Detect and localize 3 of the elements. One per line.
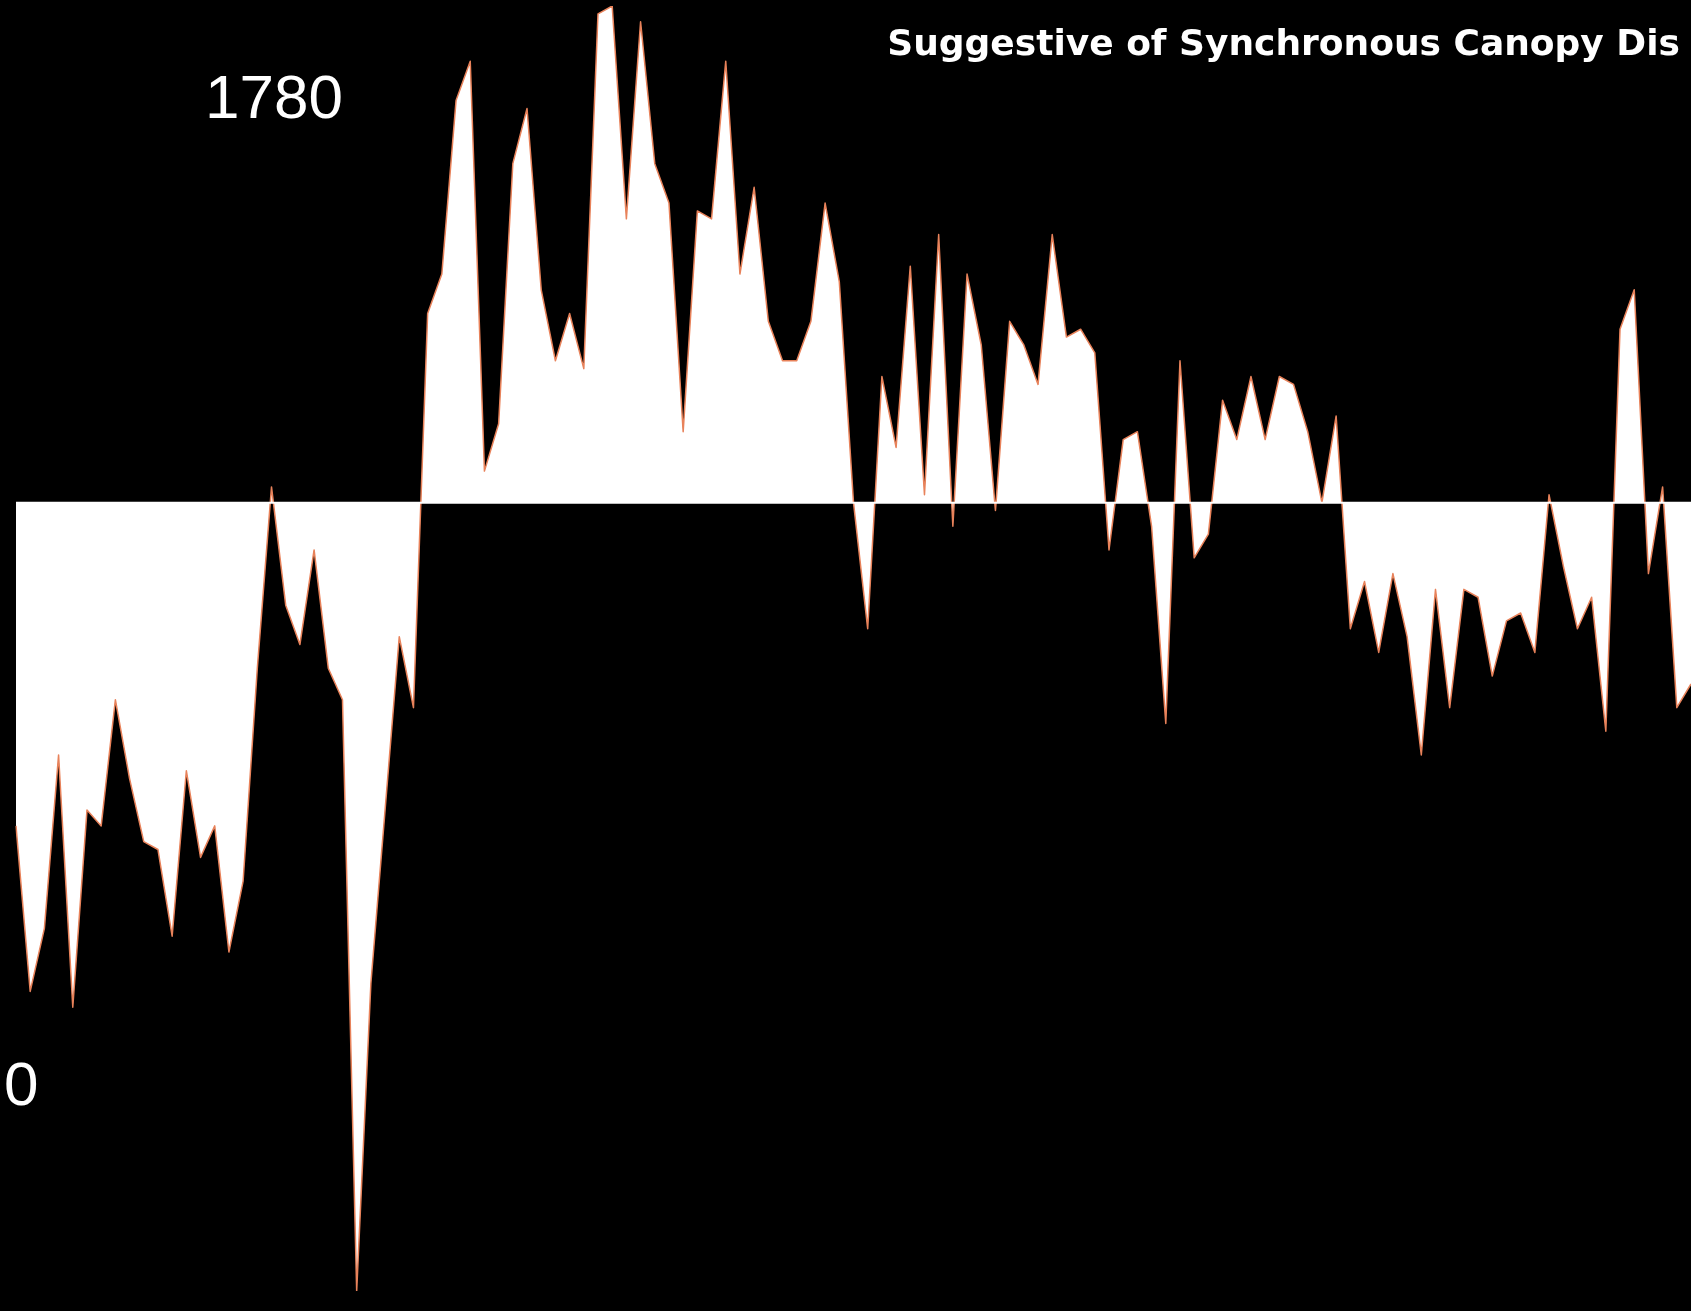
annotation: 0 [4, 1049, 39, 1118]
text: Suggestive of Synchronous Canopy Dis [887, 22, 1680, 63]
annotation: 1780 [205, 62, 343, 131]
